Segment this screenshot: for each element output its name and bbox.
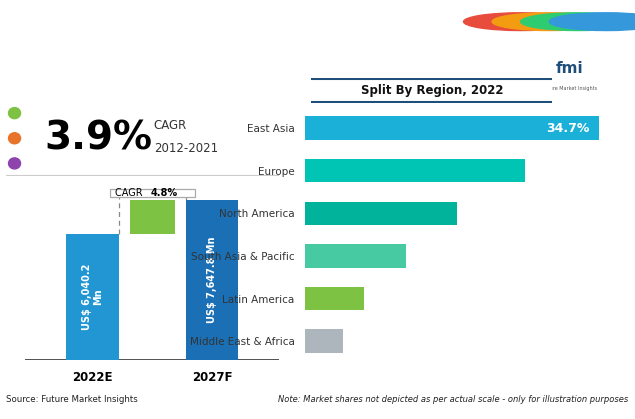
Text: Global Automotive Door Latch Market Analysis: Global Automotive Door Latch Market Anal… <box>14 25 451 43</box>
Circle shape <box>8 108 20 119</box>
Bar <box>186 200 238 360</box>
Text: 34.7%: 34.7% <box>547 122 590 134</box>
Circle shape <box>521 13 635 31</box>
Bar <box>305 287 364 310</box>
Text: CAGR: CAGR <box>154 119 187 132</box>
Bar <box>130 200 175 234</box>
Text: 2022E: 2022E <box>72 371 113 384</box>
Text: US$ 7,647.8 Mn: US$ 7,647.8 Mn <box>207 237 217 323</box>
Bar <box>305 329 343 353</box>
Bar <box>67 234 119 360</box>
Text: 2012-2021: 2012-2021 <box>154 142 218 155</box>
Bar <box>305 244 406 268</box>
Bar <box>305 116 599 140</box>
Circle shape <box>464 13 578 31</box>
Bar <box>305 159 525 182</box>
Text: fmi: fmi <box>556 62 584 76</box>
Text: CAGR: CAGR <box>115 188 149 198</box>
FancyBboxPatch shape <box>110 189 195 197</box>
Text: Split By Region, 2022: Split By Region, 2022 <box>361 83 503 96</box>
Circle shape <box>8 133 20 144</box>
Text: 2022-2027: 2022-2027 <box>14 67 114 85</box>
FancyBboxPatch shape <box>309 79 555 102</box>
Text: 4.8%: 4.8% <box>151 188 178 198</box>
Text: US$ 6,040.2
Mn: US$ 6,040.2 Mn <box>82 264 104 330</box>
Text: Future Market Insights: Future Market Insights <box>542 86 597 91</box>
Circle shape <box>492 13 606 31</box>
Text: 2027F: 2027F <box>192 371 232 384</box>
Text: 3.9%: 3.9% <box>44 119 152 157</box>
Circle shape <box>549 13 635 31</box>
FancyBboxPatch shape <box>505 44 635 98</box>
Text: Note: Market shares not depicted as per actual scale - only for illustration pur: Note: Market shares not depicted as per … <box>278 395 629 403</box>
Text: Source: Future Market Insights: Source: Future Market Insights <box>6 395 138 403</box>
Bar <box>305 202 457 225</box>
Circle shape <box>8 158 20 169</box>
